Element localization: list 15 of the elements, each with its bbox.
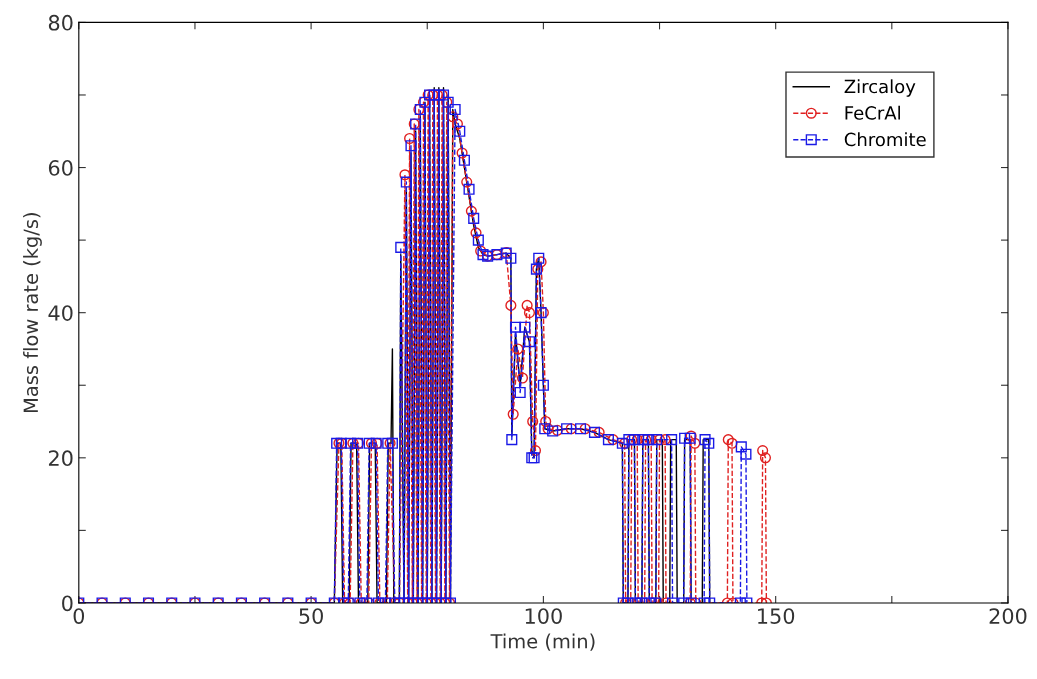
y-tick-label: 80: [48, 14, 73, 31]
y-tick-label: 60: [48, 160, 73, 176]
legend-label: Zircaloy: [844, 79, 916, 97]
y-tick-label: 20: [48, 450, 73, 467]
y-axis-title: Mass flow rate (kg/s): [23, 213, 42, 413]
legend-label: FeCrAl: [845, 105, 900, 120]
x-tick-label: 100: [525, 608, 562, 624]
y-tick-label: 40: [48, 305, 73, 321]
y-tick-label: 0: [62, 595, 73, 612]
x-tick-label: 200: [989, 608, 1027, 624]
x-tick-label: 50: [299, 608, 323, 624]
x-axis-title: Time (min): [490, 633, 595, 651]
legend-label: Chromite: [844, 132, 926, 147]
x-tick-label: 150: [758, 608, 795, 624]
x-tick-label: 0: [73, 608, 85, 624]
